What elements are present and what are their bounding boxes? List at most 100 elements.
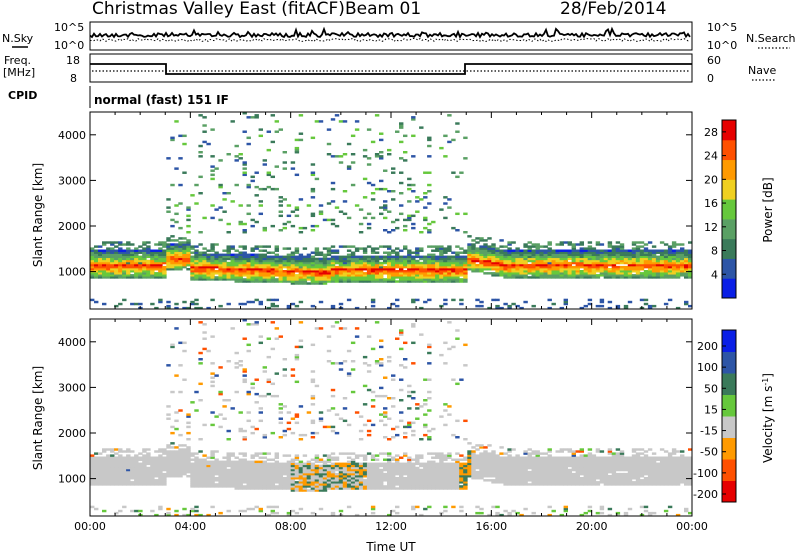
power-cell <box>346 261 352 265</box>
power-cell <box>170 265 175 269</box>
power-cell <box>579 249 585 252</box>
power-cell <box>463 157 468 160</box>
power-cell <box>383 280 388 283</box>
velocity-cell <box>242 370 247 373</box>
power-cell <box>631 243 637 246</box>
power-cell <box>130 270 135 273</box>
power-cell <box>595 274 601 277</box>
power-cell <box>619 253 625 257</box>
velocity-cell <box>286 477 292 480</box>
velocity-cell <box>274 466 280 470</box>
power-cell <box>274 265 280 269</box>
power-cell <box>459 263 464 267</box>
velocity-cell <box>258 411 264 414</box>
power-cell <box>266 148 272 152</box>
velocity-cell <box>258 466 264 470</box>
power-cell <box>535 261 540 265</box>
velocity-cell <box>266 392 272 396</box>
velocity-cell <box>182 448 187 451</box>
power-cell <box>435 280 440 283</box>
power-cell <box>122 276 127 279</box>
velocity-cell <box>399 468 404 472</box>
power-cell <box>254 261 259 265</box>
velocity-cell <box>134 509 139 513</box>
power-cell <box>539 263 544 267</box>
power-cell <box>210 216 215 220</box>
velocity-cell <box>471 475 476 478</box>
power-cell <box>599 272 605 275</box>
velocity-cell <box>194 481 199 484</box>
power-cell <box>627 272 633 275</box>
power-cell <box>286 255 292 259</box>
velocity-cell <box>346 349 352 353</box>
power-cell <box>330 272 336 275</box>
power-cell <box>415 210 420 213</box>
power-cell <box>326 265 332 269</box>
power-cell <box>495 253 500 257</box>
velocity-cell <box>318 327 324 330</box>
power-cell <box>318 282 324 285</box>
power-cell <box>194 272 199 275</box>
velocity-cell <box>459 468 464 472</box>
velocity-cell <box>463 468 468 472</box>
power-cell <box>270 270 276 273</box>
power-cell <box>435 255 440 259</box>
velocity-cell <box>234 487 239 490</box>
velocity-cell <box>443 456 448 459</box>
power-cell <box>362 247 368 250</box>
velocity-cell <box>162 452 167 455</box>
velocity-cell <box>451 433 456 437</box>
power-cell <box>238 302 243 306</box>
velocity-cell <box>258 341 264 345</box>
power-cell <box>671 257 677 261</box>
velocity-cell <box>314 487 320 490</box>
velocity-cell <box>346 466 352 470</box>
power-cell <box>427 259 432 263</box>
velocity-cell <box>411 390 416 394</box>
power-cell <box>447 257 452 261</box>
velocity-cell <box>146 475 151 478</box>
power-cell <box>647 306 653 310</box>
power-cell <box>226 302 231 306</box>
power-cell <box>495 251 500 254</box>
power-cell <box>326 153 332 156</box>
velocity-cell <box>467 456 472 459</box>
power-cell <box>659 253 665 257</box>
velocity-cell <box>443 466 448 470</box>
velocity-cell <box>483 468 488 472</box>
power-cell <box>688 304 693 308</box>
velocity-cell <box>507 466 512 470</box>
velocity-cell <box>326 475 332 478</box>
power-cell <box>447 245 452 248</box>
velocity-cell <box>407 425 412 429</box>
velocity-cell <box>423 464 428 468</box>
velocity-cell <box>194 452 199 455</box>
velocity-cell <box>118 464 123 468</box>
power-cell <box>110 243 115 246</box>
power-cell <box>370 198 376 201</box>
power-cell <box>623 265 629 269</box>
power-cell <box>595 255 601 259</box>
velocity-cell <box>254 481 259 484</box>
power-cell <box>427 229 432 232</box>
power-cell <box>411 222 416 226</box>
power-cell <box>270 302 276 306</box>
velocity-cell <box>226 399 231 402</box>
power-cell <box>595 268 601 271</box>
velocity-cell <box>290 462 296 466</box>
power-cell <box>547 247 552 250</box>
power-cell <box>483 272 488 275</box>
power-cell <box>399 278 404 281</box>
velocity-cell <box>387 460 392 464</box>
velocity-cell <box>362 403 368 406</box>
velocity-cell <box>178 464 183 468</box>
velocity-cell <box>491 479 496 482</box>
power-cell <box>314 253 320 257</box>
power-cell <box>154 255 159 259</box>
velocity-cell <box>487 462 492 466</box>
power-cell <box>539 270 544 273</box>
power-cell <box>370 183 376 187</box>
velocity-cell <box>182 349 187 353</box>
power-cell <box>246 276 251 279</box>
power-cell <box>174 259 179 263</box>
